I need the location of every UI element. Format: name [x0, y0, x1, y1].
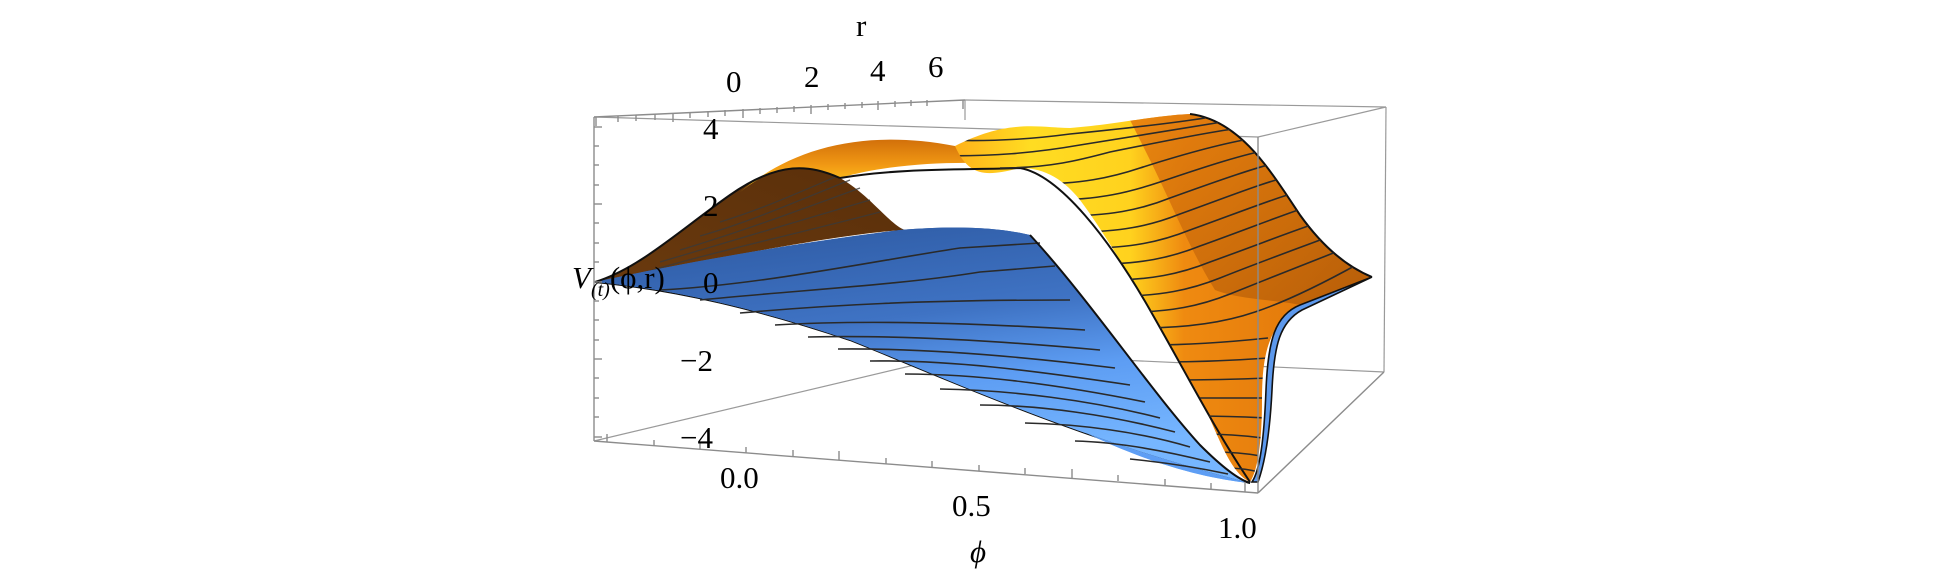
- bounding-box-front: [593, 99, 1385, 494]
- phi-tick-1: 1.0: [1218, 510, 1257, 545]
- lower-sheet-face: [595, 227, 1250, 483]
- ridge-edge: [839, 166, 1251, 483]
- z-tick-0: 0: [703, 265, 719, 300]
- r-tick-6: 6: [928, 49, 944, 84]
- underside-contours: [639, 174, 881, 275]
- z-tick-neg2: −2: [680, 343, 713, 378]
- z-axis-title-sub: (t): [590, 279, 610, 301]
- phi-axis-title: ϕ: [970, 534, 987, 569]
- r-axis-ticks: [595, 100, 964, 126]
- r-tick-2: 2: [804, 59, 820, 94]
- upper-sheet-contours: [955, 117, 1359, 473]
- z-tick-2: 2: [703, 188, 719, 223]
- phi-axis-ticks: [606, 434, 1246, 492]
- z-tick-neg4: −4: [680, 420, 713, 455]
- lower-sheet-contours: [659, 242, 1229, 475]
- right-edge: [1189, 113, 1373, 278]
- phi-tick-05: 0.5: [952, 488, 991, 523]
- z-tick-4: 4: [703, 111, 719, 146]
- right-cliff-blue: [1250, 276, 1373, 483]
- r-tick-0: 0: [726, 64, 742, 99]
- r-axis-title: r: [856, 8, 867, 43]
- z-axis-title: V(t)(ϕ,r): [572, 262, 665, 300]
- ridge-outer-left: [594, 167, 841, 283]
- upper-sheet-shade: [1130, 114, 1372, 305]
- ridge-inner: [1029, 234, 1251, 484]
- r-tick-4: 4: [870, 53, 886, 88]
- upper-sheet-underside: [595, 168, 905, 282]
- phi-tick-0: 0.0: [720, 460, 759, 495]
- z-axis-title-args: (ϕ,r): [609, 260, 665, 295]
- z-axis-ticks: [594, 126, 602, 438]
- z-axis-title-main: V: [572, 260, 591, 295]
- upper-sheet-back: [740, 139, 1040, 192]
